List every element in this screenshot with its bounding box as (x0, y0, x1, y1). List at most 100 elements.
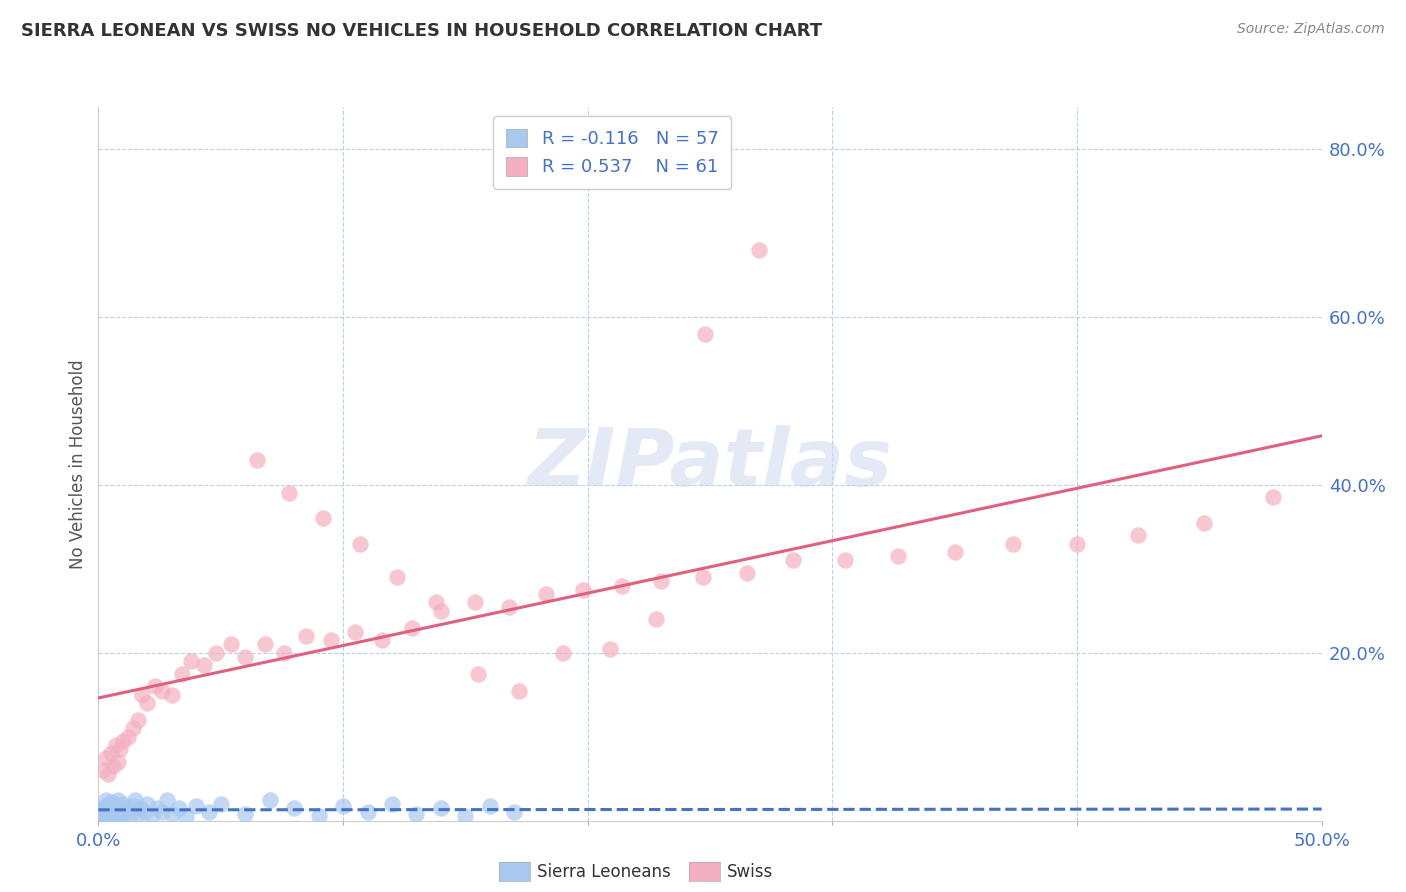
Point (94, 809, 117, 823)
Point (553, 646, 575, 660)
Point (205, 646, 228, 660)
Point (127, 806, 149, 821)
Point (136, 696, 159, 710)
Text: ZIPatlas: ZIPatlas (527, 425, 893, 503)
Point (94, 798, 117, 813)
Point (101, 801, 124, 815)
Point (349, 536, 371, 550)
Point (599, 641, 621, 656)
Point (385, 570, 408, 584)
Text: SIERRA LEONEAN VS SWISS NO VEHICLES IN HOUSEHOLD CORRELATION CHART: SIERRA LEONEAN VS SWISS NO VEHICLES IN H… (21, 22, 823, 40)
Point (97, 809, 120, 823)
Point (478, 798, 501, 813)
Point (91, 764, 114, 778)
Point (110, 809, 132, 823)
Point (124, 792, 146, 806)
Point (834, 553, 856, 567)
Point (90, 801, 112, 815)
Point (425, 595, 447, 609)
Point (110, 742, 132, 756)
Point (100, 801, 122, 815)
Point (454, 809, 477, 823)
Point (180, 654, 202, 668)
Point (136, 797, 159, 811)
Point (1192, 516, 1215, 530)
Point (167, 801, 190, 815)
Point (101, 759, 124, 773)
Point (114, 801, 136, 815)
Point (97, 804, 120, 818)
Point (253, 637, 276, 651)
Point (91, 806, 114, 821)
Point (782, 553, 804, 567)
Text: Source: ZipAtlas.com: Source: ZipAtlas.com (1237, 22, 1385, 37)
Point (233, 806, 256, 821)
Point (278, 486, 301, 500)
Point (91, 801, 114, 815)
Point (534, 587, 557, 601)
Point (146, 801, 169, 815)
Point (143, 679, 166, 693)
Point (131, 688, 153, 702)
Point (100, 747, 122, 761)
Point (90, 809, 112, 823)
Point (695, 326, 717, 341)
Point (498, 599, 520, 614)
Point (127, 713, 149, 727)
Point (312, 511, 335, 525)
Point (94, 792, 117, 806)
Point (219, 637, 242, 651)
Point (156, 792, 179, 806)
Point (107, 805, 129, 820)
Point (91, 809, 114, 823)
Point (104, 809, 127, 823)
Point (332, 798, 354, 813)
Point (430, 604, 453, 618)
Point (94, 805, 117, 820)
Point (150, 683, 173, 698)
Point (344, 624, 367, 639)
Point (943, 545, 966, 559)
Point (295, 629, 318, 643)
Point (97, 797, 120, 811)
Point (308, 809, 330, 823)
Point (100, 795, 122, 809)
Point (134, 805, 156, 820)
Point (97, 767, 120, 781)
Point (572, 582, 595, 597)
Point (121, 721, 143, 735)
Point (401, 621, 423, 635)
Point (120, 809, 142, 823)
Point (405, 806, 427, 821)
Point (176, 809, 198, 823)
Point (371, 633, 394, 648)
Point (748, 243, 770, 257)
Point (90, 805, 112, 820)
Point (193, 658, 215, 673)
Point (111, 797, 134, 811)
Point (117, 805, 139, 820)
Point (1002, 536, 1025, 550)
Point (94, 750, 117, 764)
Point (467, 666, 489, 681)
Point (104, 738, 127, 752)
Point (197, 805, 219, 820)
Point (100, 805, 122, 820)
Point (160, 806, 183, 821)
Point (508, 683, 530, 698)
Point (101, 806, 124, 821)
Point (233, 649, 256, 664)
Point (645, 612, 668, 626)
Point (246, 452, 269, 467)
Point (150, 805, 173, 820)
Text: Swiss: Swiss (727, 863, 773, 881)
Point (111, 806, 134, 821)
Point (104, 797, 127, 811)
Point (1261, 491, 1284, 505)
Point (170, 666, 193, 681)
Point (121, 798, 143, 813)
Point (111, 734, 134, 748)
Point (1128, 528, 1150, 542)
Point (692, 570, 714, 584)
Y-axis label: No Vehicles in Household: No Vehicles in Household (69, 359, 87, 569)
